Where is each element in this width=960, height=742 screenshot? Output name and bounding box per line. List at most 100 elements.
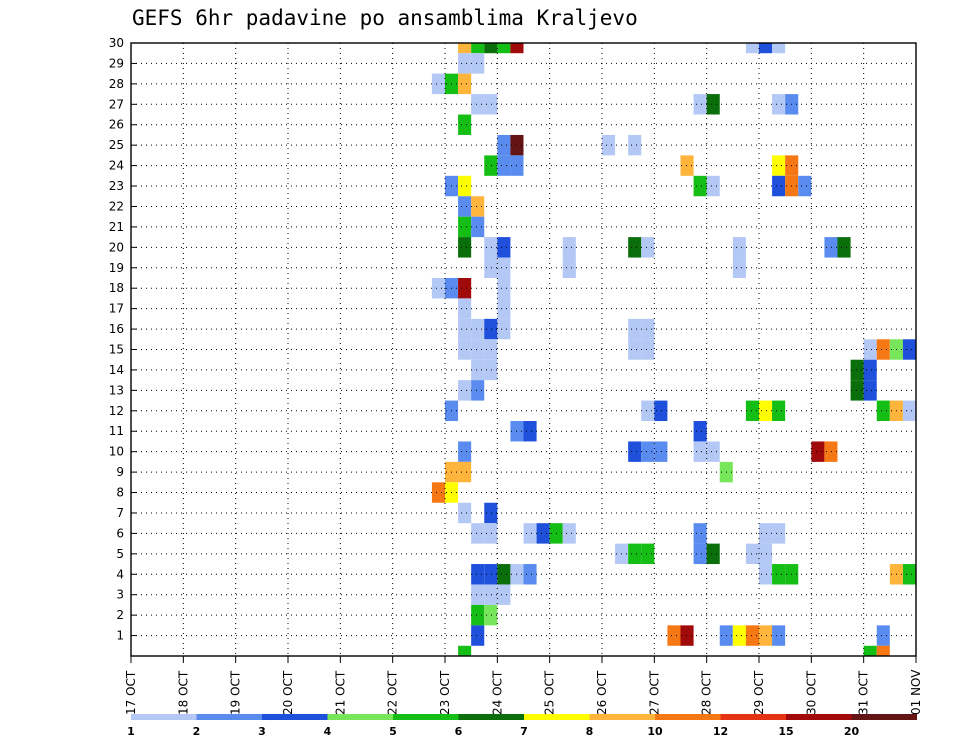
- y-tick-label: 22: [109, 199, 124, 213]
- x-tick-label: 30 OCT: [804, 670, 818, 715]
- y-tick-label: 24: [109, 159, 124, 173]
- legend-color-box: [262, 714, 328, 720]
- data-cell: [431, 73, 445, 95]
- data-cell: [850, 380, 864, 401]
- y-tick-label: 12: [109, 404, 124, 418]
- data-cell: [458, 114, 472, 135]
- y-tick-label: 28: [109, 77, 124, 91]
- data-cell: [759, 400, 773, 422]
- data-cell: [484, 237, 498, 258]
- data-cell: [759, 564, 773, 585]
- data-cell: [732, 237, 746, 258]
- data-cell: [628, 543, 642, 565]
- legend-label: 8: [586, 725, 594, 738]
- data-cell: [458, 53, 472, 74]
- legend-label: 2: [193, 725, 201, 738]
- data-cell: [693, 523, 707, 544]
- data-cell: [772, 155, 786, 176]
- data-cell: [837, 237, 851, 258]
- data-cell: [484, 318, 498, 340]
- x-tick-label: 21 OCT: [333, 670, 347, 715]
- x-tick-label: 22 OCT: [386, 670, 400, 715]
- data-cell: [497, 237, 511, 258]
- data-cell: [458, 645, 472, 656]
- data-cell: [497, 298, 511, 319]
- data-cell: [458, 502, 472, 524]
- data-cell: [458, 175, 472, 197]
- data-cell: [471, 359, 485, 381]
- data-cell: [680, 155, 694, 176]
- y-tick-label: 15: [109, 343, 124, 357]
- y-tick-label: 20: [109, 240, 124, 254]
- data-cell: [863, 359, 877, 381]
- data-cell: [706, 441, 720, 462]
- data-cell: [484, 94, 498, 115]
- data-cell: [824, 237, 838, 258]
- data-cell: [497, 584, 511, 605]
- data-cell: [458, 441, 472, 462]
- data-cell: [484, 564, 498, 585]
- y-tick-label: 4: [116, 567, 124, 581]
- data-cell: [654, 400, 668, 422]
- data-cell: [458, 318, 472, 340]
- data-cell: [471, 318, 485, 340]
- legend-color-box: [524, 714, 590, 720]
- legend-color-box: [131, 714, 197, 720]
- data-cell: [484, 155, 498, 176]
- data-cell: [772, 523, 786, 544]
- data-cell: [497, 134, 511, 156]
- y-tick-label: 16: [109, 322, 124, 336]
- data-cell: [497, 277, 511, 299]
- x-tick-label: 29 OCT: [752, 670, 766, 715]
- grid-lines: [131, 43, 916, 656]
- y-tick-label: 8: [116, 486, 124, 500]
- legend-color-box: [196, 714, 262, 720]
- data-cell: [693, 175, 707, 197]
- x-tick-label: 17 OCT: [124, 670, 138, 715]
- data-cell: [745, 43, 759, 54]
- data-cell: [850, 359, 864, 381]
- x-tick-label: 31 OCT: [857, 670, 871, 715]
- data-cell: [772, 175, 786, 197]
- data-cell: [562, 523, 576, 544]
- data-cell: [471, 196, 485, 217]
- data-cell: [471, 339, 485, 360]
- y-tick-label: 13: [109, 383, 124, 397]
- y-tick-label: 2: [116, 608, 124, 622]
- y-tick-label: 10: [109, 445, 124, 459]
- data-cell: [523, 564, 537, 585]
- data-cell: [471, 53, 485, 74]
- data-cell: [876, 339, 890, 360]
- data-cell: [876, 400, 890, 422]
- data-cell: [680, 625, 694, 646]
- legend-label: 10: [647, 725, 663, 738]
- x-axis: 17 OCT 18 OCT 19 OCT 20 OCT 21 OCT 22 OCT 23 O…: [124, 656, 923, 715]
- data-cell: [471, 564, 485, 585]
- x-tick-label: 23 OCT: [438, 670, 452, 715]
- data-cell: [458, 339, 472, 360]
- data-cell: [628, 134, 642, 156]
- x-tick-label: 19 OCT: [229, 670, 243, 715]
- data-cell: [863, 645, 877, 656]
- y-tick-label: 21: [109, 220, 124, 234]
- legend-label: 5: [389, 725, 397, 738]
- data-cell: [497, 318, 511, 340]
- data-cell: [471, 94, 485, 115]
- legend-label: 12: [713, 725, 728, 738]
- data-cell: [628, 318, 642, 340]
- data-cell: [510, 43, 524, 54]
- data-cell: [902, 339, 916, 360]
- data-cell: [458, 277, 472, 299]
- data-cell: [772, 564, 786, 585]
- data-cell: [628, 237, 642, 258]
- data-cell: [641, 237, 655, 258]
- legend-color-box: [851, 714, 917, 720]
- data-cell: [471, 604, 485, 626]
- x-tick-label: 18 OCT: [176, 670, 190, 715]
- y-tick-label: 3: [116, 588, 124, 602]
- data-cell: [772, 94, 786, 115]
- data-cell: [902, 400, 916, 422]
- data-cell: [772, 43, 786, 54]
- data-cell: [458, 73, 472, 95]
- y-tick-label: 7: [116, 506, 124, 520]
